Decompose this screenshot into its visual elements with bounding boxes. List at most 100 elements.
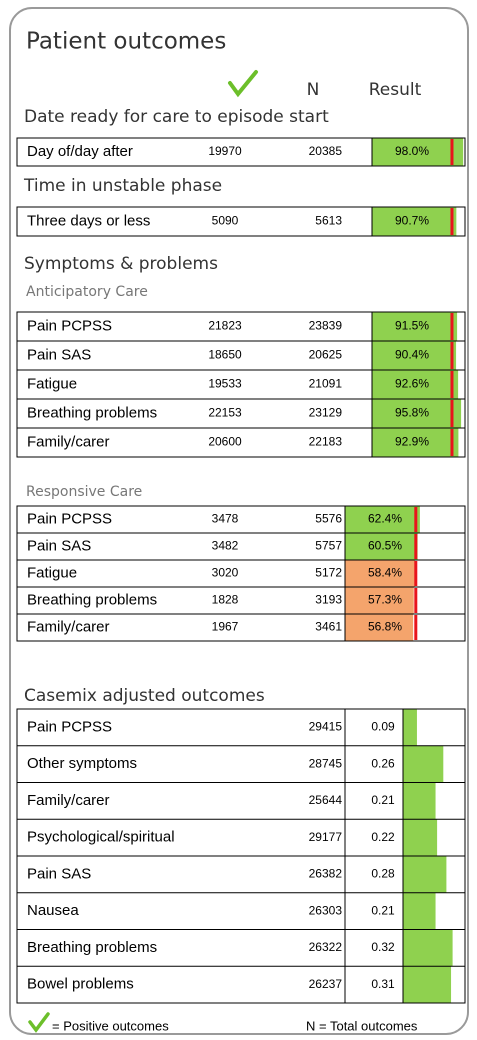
total-count: 20625 [309, 348, 343, 362]
result-bar [345, 587, 414, 614]
total-count: 29177 [309, 830, 343, 844]
total-count: 5172 [315, 566, 342, 580]
row-label: Breathing problems [27, 404, 157, 421]
positive-count: 21823 [208, 319, 242, 333]
score-label: 0.22 [371, 830, 395, 844]
total-count: 26382 [309, 867, 343, 881]
result-label: 90.4% [395, 348, 429, 362]
section-heading: Date ready for care to episode start [24, 107, 329, 127]
total-count: 28745 [309, 756, 343, 770]
score-bar [403, 966, 452, 1003]
positive-count: 3020 [212, 566, 239, 580]
result-label: 92.6% [395, 377, 429, 391]
positive-count: 20600 [208, 435, 242, 449]
row-label: Day of/day after [27, 143, 133, 160]
result-label: 62.4% [368, 512, 402, 526]
positive-count: 1967 [212, 620, 239, 634]
positive-count: 19533 [208, 377, 242, 391]
score-label: 0.21 [371, 793, 395, 807]
legend-total: N = Total outcomes [306, 1018, 418, 1033]
result-bar [345, 560, 416, 587]
total-count: 5576 [315, 512, 342, 526]
result-label: 91.5% [395, 319, 429, 333]
positive-count: 18650 [208, 348, 242, 362]
row-border [16, 137, 466, 167]
score-label: 0.28 [371, 867, 395, 881]
section-heading: Time in unstable phase [23, 176, 222, 196]
row-border [16, 427, 466, 458]
positive-count: 3478 [212, 512, 239, 526]
row-label: Pain PCPSS [27, 510, 112, 527]
result-label: 60.5% [368, 539, 402, 553]
total-count: 26322 [309, 940, 343, 954]
total-count: 29415 [309, 720, 343, 734]
score-bar [403, 782, 436, 820]
row-label: Pain SAS [27, 537, 91, 554]
total-count: 20385 [309, 144, 343, 158]
positive-count: 19970 [208, 144, 242, 158]
row-label: Fatigue [27, 564, 77, 581]
row-label: Family/carer [27, 433, 110, 450]
row-label: Pain PCPSS [27, 317, 112, 334]
score-label: 0.31 [371, 977, 395, 991]
result-bar [372, 428, 459, 457]
result-bar [372, 341, 457, 370]
result-label: 90.7% [395, 214, 429, 228]
row-label: Family/carer [27, 618, 110, 635]
total-count: 5757 [315, 539, 342, 553]
positive-count: 22153 [208, 406, 242, 420]
score-label: 0.09 [371, 720, 395, 734]
result-label: 92.9% [395, 435, 429, 449]
title: Patient outcomes [26, 29, 226, 55]
row-label: Three days or less [27, 212, 150, 229]
row-label: Fatigue [27, 375, 77, 392]
total-count: 26237 [309, 977, 343, 991]
row-border [16, 613, 466, 642]
legend-positive: = Positive outcomes [52, 1018, 169, 1033]
group-subheading: Anticipatory Care [26, 284, 148, 300]
row-label: Other symptoms [27, 755, 137, 772]
total-count: 22183 [309, 435, 343, 449]
score-bar [403, 929, 453, 967]
result-bar [345, 614, 414, 641]
total-count: 23129 [309, 406, 343, 420]
result-label: 58.4% [368, 566, 402, 580]
result-bar [372, 207, 457, 236]
row-label: Breathing problems [27, 939, 157, 956]
result-header: Result [369, 80, 422, 100]
row-label: Bowel problems [27, 976, 134, 993]
row-label: Psychological/spiritual [27, 829, 175, 846]
panel-border [9, 7, 469, 1035]
row-border [16, 206, 466, 237]
result-bar [372, 138, 464, 166]
total-count: 3461 [315, 620, 342, 634]
score-bar [403, 745, 444, 783]
row-label: Pain SAS [27, 346, 91, 363]
row-label: Breathing problems [27, 591, 157, 608]
total-count: 21091 [309, 377, 343, 391]
row-label: Pain PCPSS [27, 718, 112, 735]
section-heading: Casemix adjusted outcomes [24, 686, 265, 706]
total-count: 25644 [309, 793, 343, 807]
result-label: 95.8% [395, 406, 429, 420]
legend-check-icon [28, 1012, 50, 1033]
positive-count: 1828 [212, 593, 239, 607]
result-label: 57.3% [368, 593, 402, 607]
score-bar [403, 892, 436, 930]
score-bar [403, 819, 438, 856]
score-label: 0.21 [371, 903, 395, 917]
positive-count: 5090 [212, 214, 239, 228]
row-label: Pain SAS [27, 865, 91, 882]
total-count: 5613 [315, 214, 342, 228]
total-count: 26303 [309, 903, 343, 917]
row-label: Nausea [27, 902, 79, 919]
result-bar [345, 533, 418, 560]
check-icon [228, 70, 258, 98]
total-count: 3193 [315, 593, 342, 607]
score-bar [403, 709, 417, 746]
table-border [16, 708, 466, 1004]
positive-count: 3482 [212, 539, 239, 553]
result-label: 98.0% [395, 144, 429, 158]
section-heading: Symptoms & problems [24, 254, 218, 274]
